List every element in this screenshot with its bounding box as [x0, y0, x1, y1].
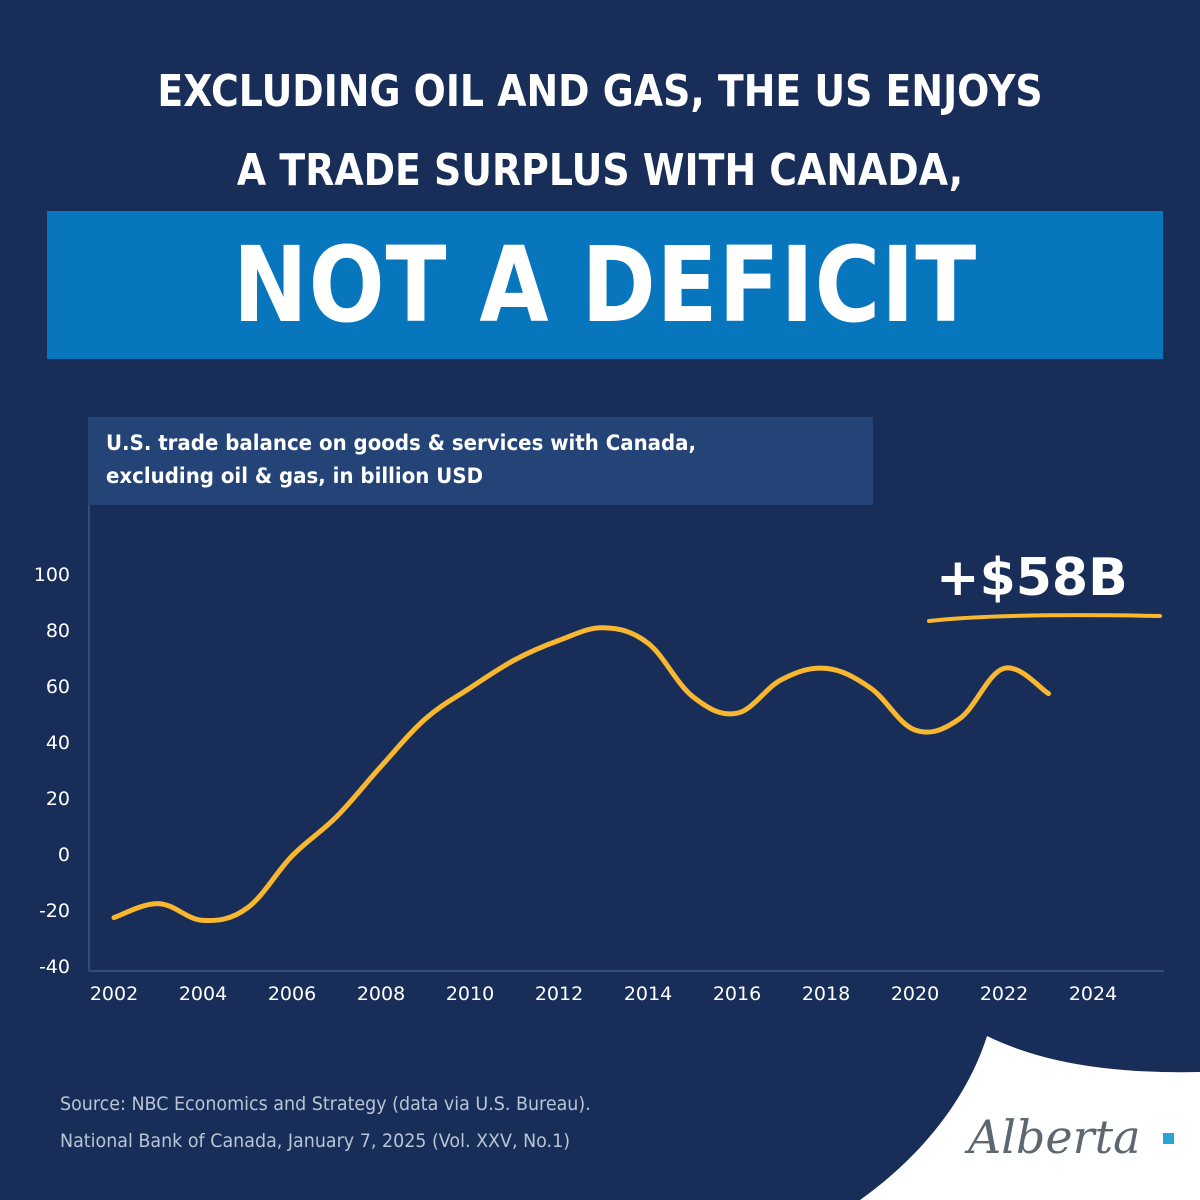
- y-tick-label: -20: [38, 900, 70, 922]
- chart-subtitle-line-2: excluding oil & gas, in billion USD: [106, 464, 483, 489]
- headline-line-2: A TRADE SURPLUS WITH CANADA,: [236, 145, 964, 196]
- headline-banner: NOT A DEFICIT: [47, 211, 1163, 359]
- y-tick-label: 40: [45, 732, 70, 754]
- x-tick-label: 2024: [1068, 983, 1118, 1005]
- callout-value: +$58B: [936, 548, 1128, 608]
- x-tick-label: 2014: [623, 983, 673, 1005]
- y-tick-label: 60: [45, 676, 70, 698]
- alberta-logo-square-icon: [1163, 1133, 1174, 1144]
- callout-underline: [927, 613, 1162, 623]
- x-tick-label: 2022: [979, 983, 1029, 1005]
- x-tick-label: 2006: [267, 983, 317, 1005]
- y-tick-label: 0: [57, 844, 70, 866]
- x-tick-label: 2016: [712, 983, 762, 1005]
- headline-line-1: EXCLUDING OIL AND GAS, THE US ENJOYS: [157, 66, 1043, 117]
- x-tick-label: 2010: [445, 983, 495, 1005]
- chart-subtitle-line-1: U.S. trade balance on goods & services w…: [106, 431, 697, 456]
- source-line-1: Source: NBC Economics and Strategy (data…: [60, 1093, 591, 1115]
- x-tick-label: 2002: [89, 983, 139, 1005]
- y-tick-label: 80: [45, 620, 70, 642]
- data-line: [111, 625, 1051, 924]
- chart-subtitle: U.S. trade balance on goods & services w…: [106, 427, 696, 493]
- x-tick-label: 2020: [890, 983, 940, 1005]
- banner-text: NOT A DEFICIT: [232, 224, 978, 346]
- alberta-logo: Alberta: [968, 1110, 1141, 1164]
- y-tick-label: 20: [45, 788, 70, 810]
- x-tick-label: 2008: [356, 983, 406, 1005]
- x-tick-label: 2012: [534, 983, 584, 1005]
- source-line-2: National Bank of Canada, January 7, 2025…: [60, 1130, 571, 1152]
- chart-subtitle-box: U.S. trade balance on goods & services w…: [88, 417, 873, 505]
- x-tick-label: 2018: [801, 983, 851, 1005]
- x-tick-label: 2004: [178, 983, 228, 1005]
- y-tick-label: -40: [38, 956, 70, 978]
- y-tick-label: 100: [33, 564, 70, 586]
